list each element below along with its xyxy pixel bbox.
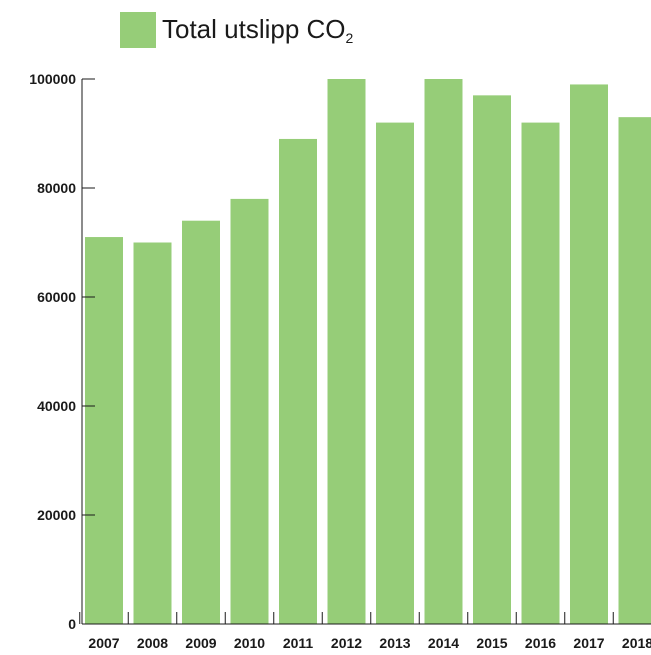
bar	[182, 220, 220, 624]
x-tick-label: 2018	[622, 635, 651, 651]
bar	[618, 117, 651, 625]
y-tick-label: 0	[68, 616, 76, 632]
bar	[327, 79, 366, 624]
y-tick-label: 80000	[37, 180, 76, 196]
legend-swatch	[120, 12, 156, 48]
x-tick-label: 2011	[283, 635, 314, 651]
bar	[133, 242, 172, 624]
y-tick-label: 100000	[29, 71, 76, 87]
x-tick-label: 2008	[137, 635, 168, 651]
bar	[473, 95, 511, 625]
legend: Total utslipp CO2	[120, 10, 353, 50]
bar	[376, 122, 414, 624]
bar	[85, 237, 123, 625]
x-tick-label: 2014	[428, 635, 459, 651]
legend-label-text: Total utslipp CO	[162, 14, 346, 44]
y-tick-label: 60000	[37, 289, 76, 305]
x-tick-label: 2007	[88, 635, 119, 651]
bar	[424, 79, 463, 624]
x-tick-label: 2010	[234, 635, 265, 651]
legend-label-subscript: 2	[345, 30, 354, 46]
bar	[230, 198, 269, 624]
y-tick-label: 40000	[37, 398, 76, 414]
legend-label: Total utslipp CO2	[162, 14, 353, 46]
x-tick-label: 2012	[331, 635, 362, 651]
bar	[521, 122, 560, 624]
bar	[279, 138, 317, 624]
x-tick-label: 2013	[379, 635, 410, 651]
x-tick-label: 2016	[525, 635, 556, 651]
x-tick-label: 2009	[185, 635, 216, 651]
x-tick-label: 2015	[476, 635, 507, 651]
y-tick-label: 20000	[37, 507, 76, 523]
x-tick-label: 2017	[573, 635, 604, 651]
bar	[570, 84, 608, 624]
